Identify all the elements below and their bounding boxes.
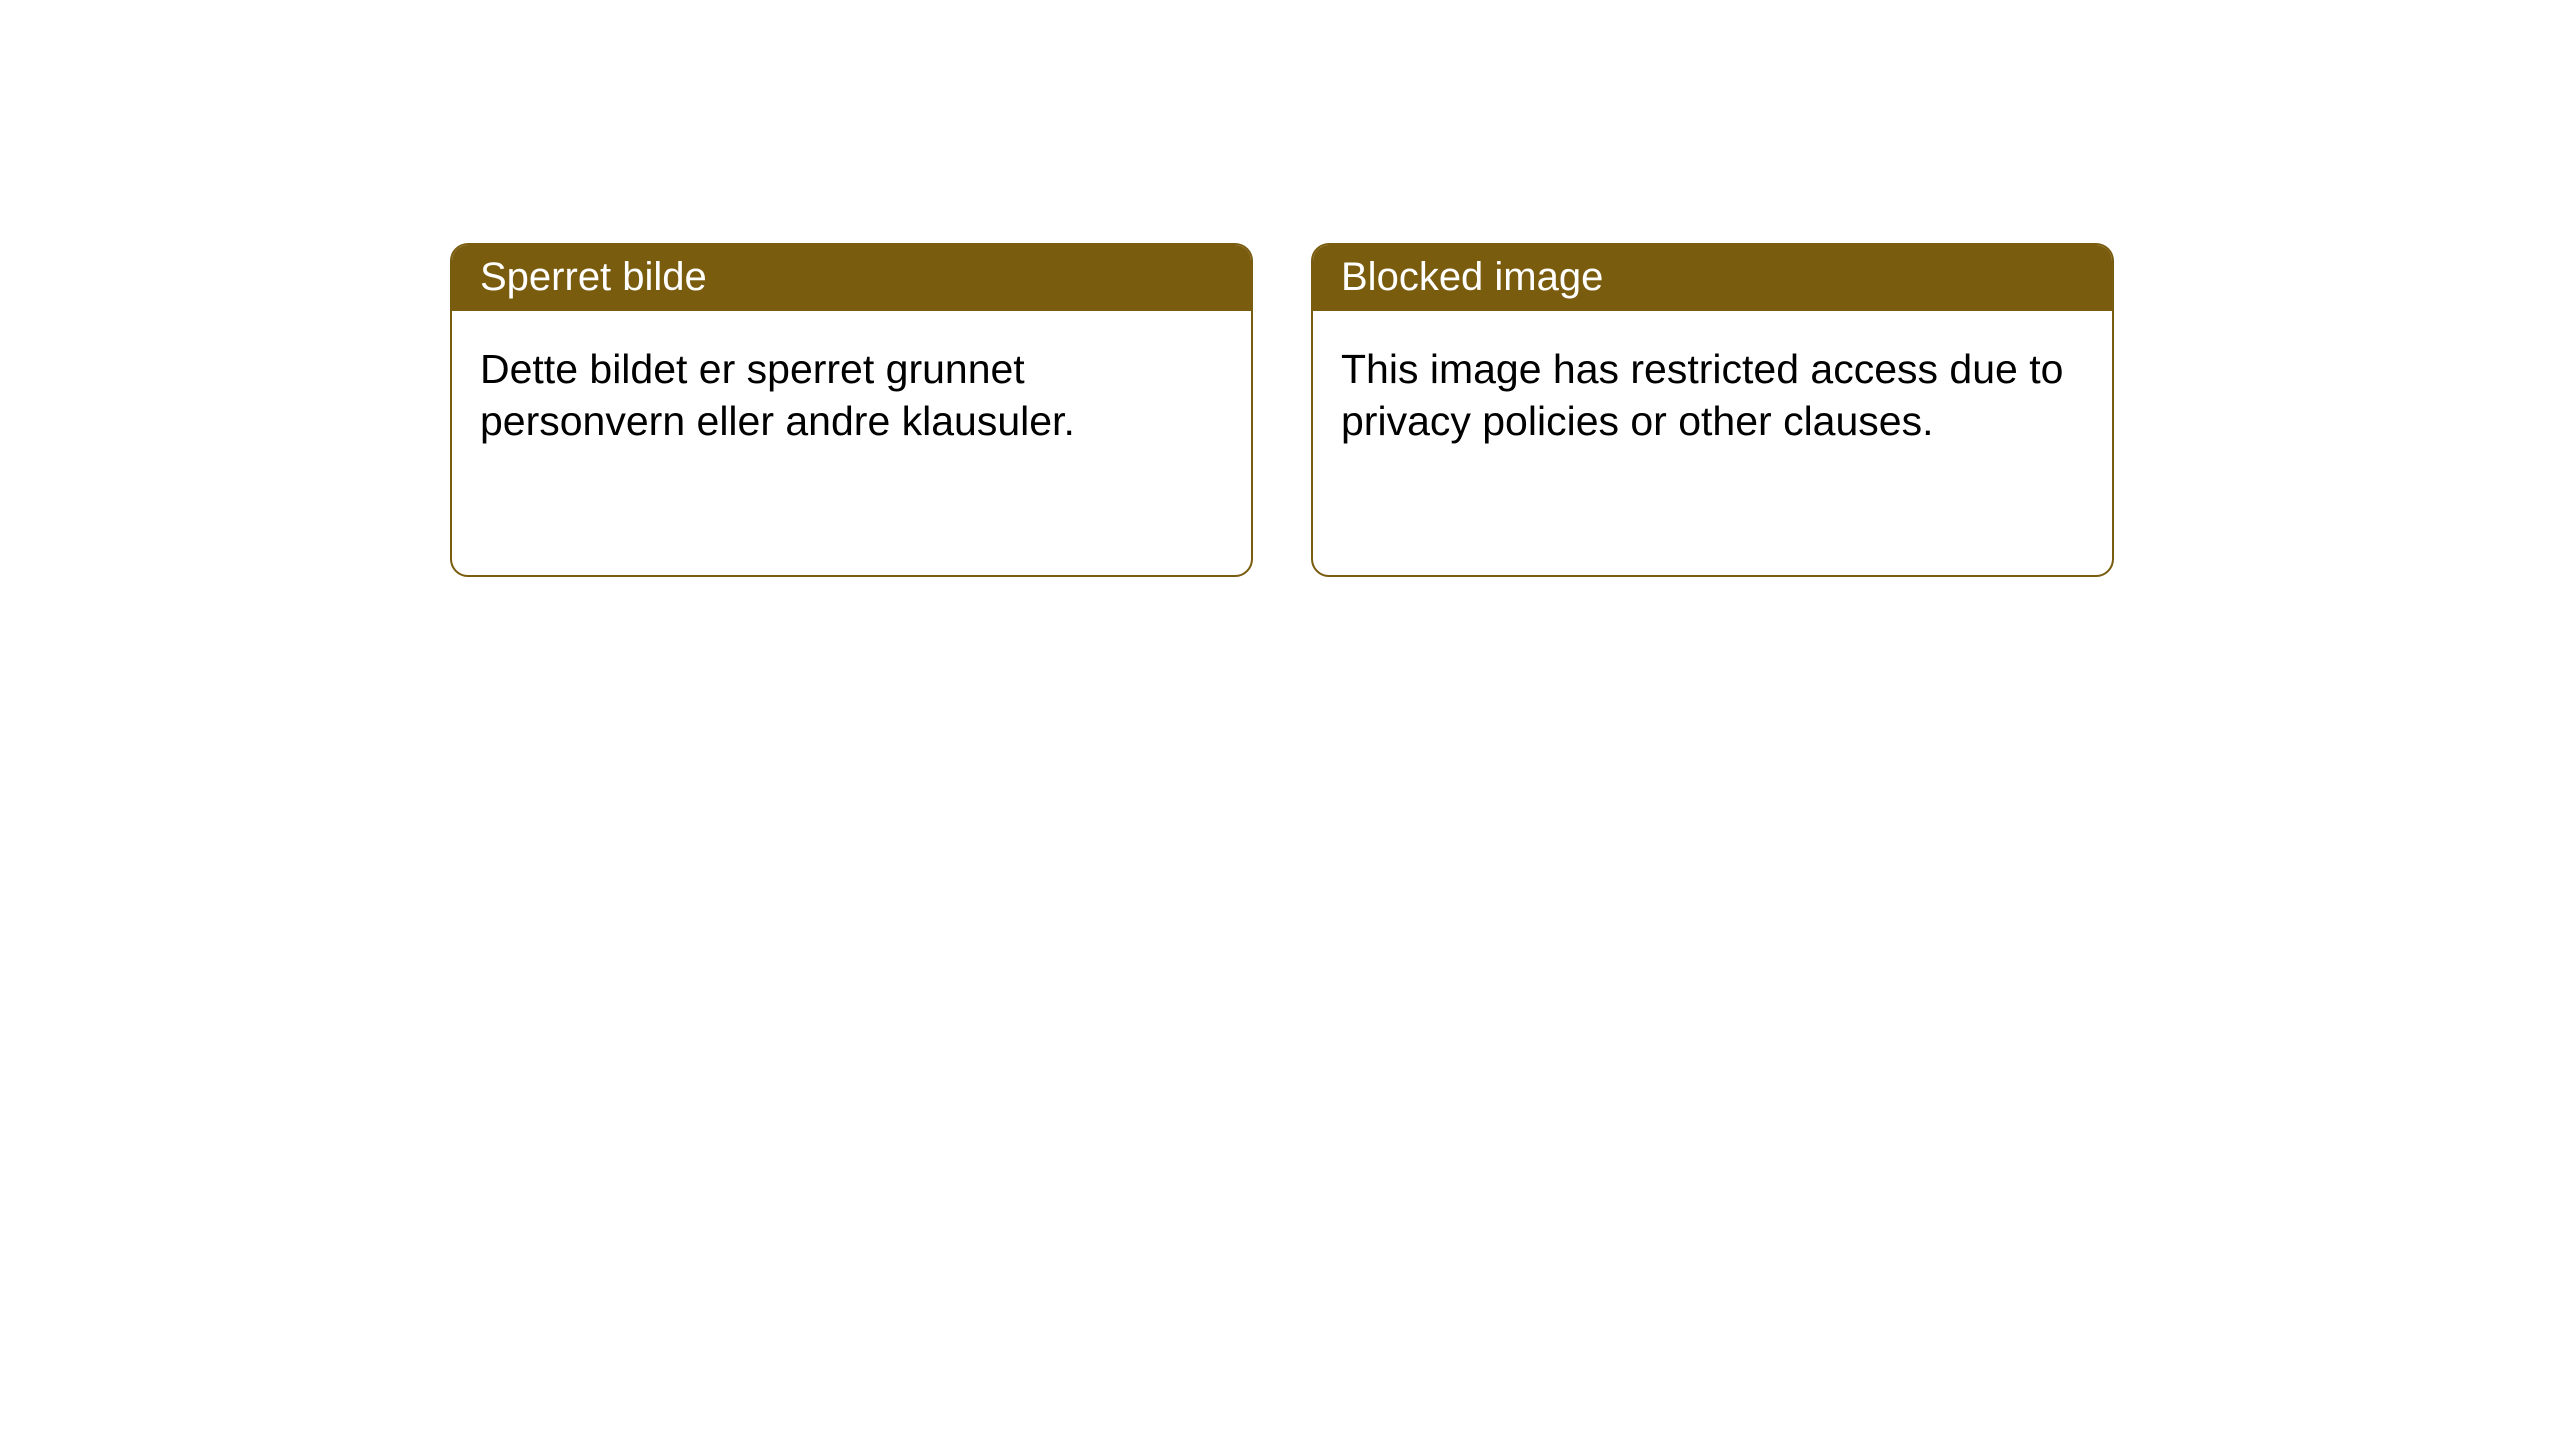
notice-text-right: This image has restricted access due to … [1341, 346, 2063, 444]
notice-card-right: Blocked image This image has restricted … [1311, 243, 2114, 577]
notice-body-right: This image has restricted access due to … [1313, 311, 2112, 480]
notice-header-right: Blocked image [1313, 245, 2112, 311]
notice-container: Sperret bilde Dette bildet er sperret gr… [450, 243, 2114, 577]
notice-title-right: Blocked image [1341, 255, 1603, 299]
notice-header-left: Sperret bilde [452, 245, 1251, 311]
notice-title-left: Sperret bilde [480, 255, 707, 299]
notice-text-left: Dette bildet er sperret grunnet personve… [480, 346, 1075, 444]
notice-body-left: Dette bildet er sperret grunnet personve… [452, 311, 1251, 480]
notice-card-left: Sperret bilde Dette bildet er sperret gr… [450, 243, 1253, 577]
